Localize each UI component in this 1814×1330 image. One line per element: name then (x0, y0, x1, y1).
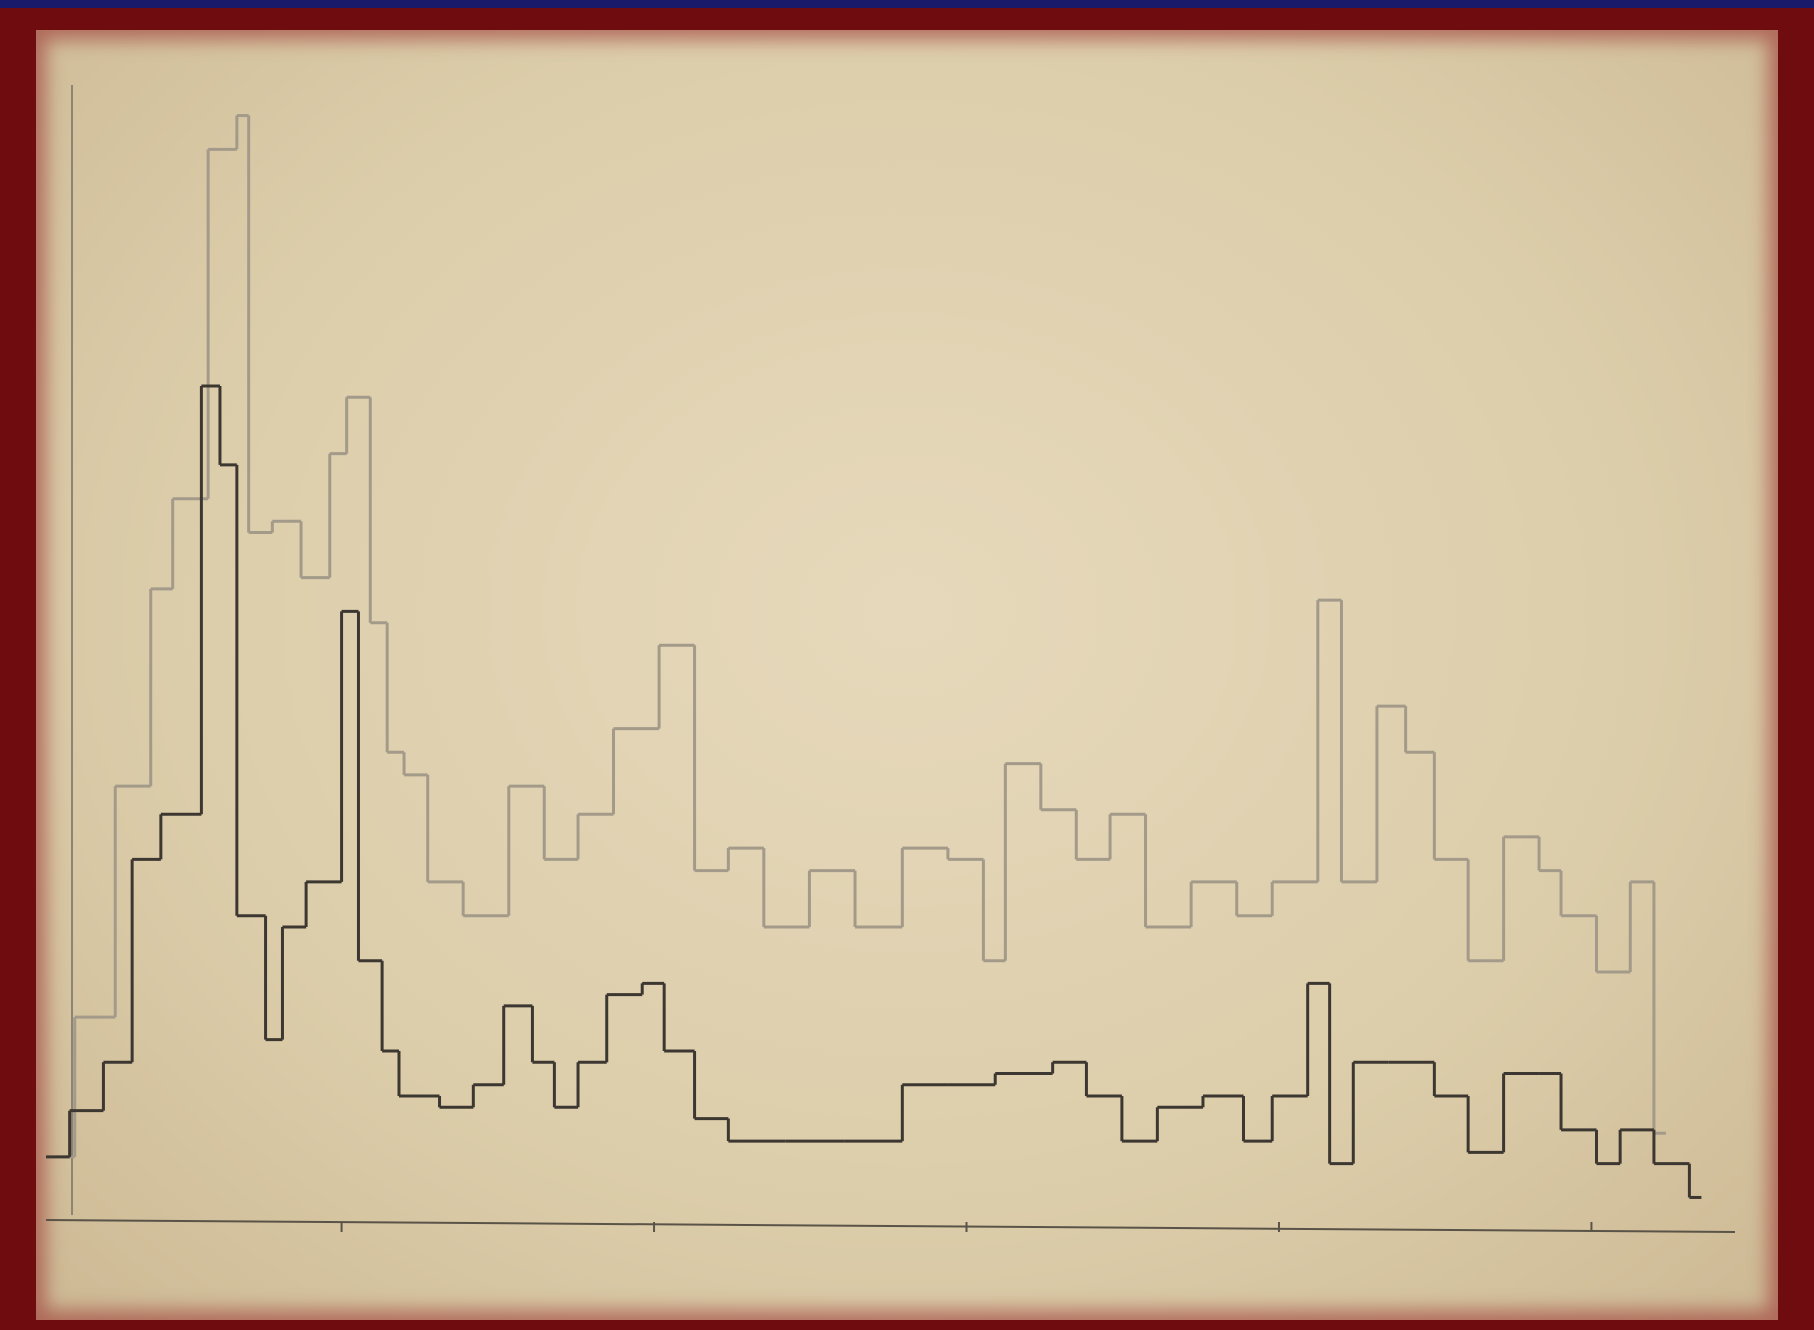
x-axis-line (46, 1220, 1735, 1232)
page: {"chart_data": {"type": "step", "xlim": … (0, 0, 1814, 1330)
chart (0, 0, 1814, 1330)
